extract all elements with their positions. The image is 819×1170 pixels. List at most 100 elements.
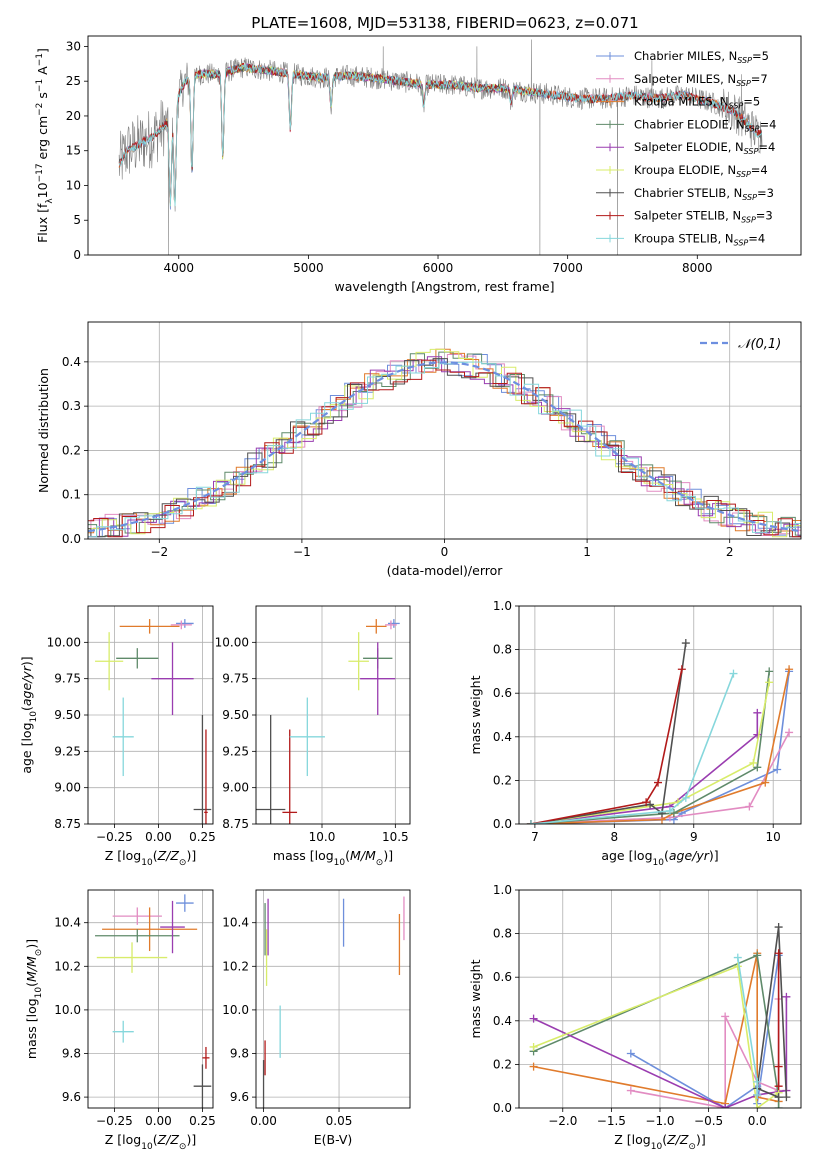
mass-vs-ebv-panel: 0.00 0.05 9.6 9.8 10.0 10.2 10.4 E(B-V): [222, 889, 411, 1147]
x-tick-label: 0.00: [145, 830, 172, 844]
data-point-chabrier-elodie: [765, 667, 774, 676]
y-tick-label: 9.75: [54, 672, 81, 686]
axis-label: Z [log10(Z/Z⊙)]: [105, 1132, 196, 1152]
legend-label: Chabrier ELODIE, NSSP=4: [634, 117, 776, 133]
y-tick-label: 9.6: [230, 1090, 249, 1104]
y-tick-label: 0.0: [493, 1101, 512, 1115]
data-point-chabrier-elodie: [774, 1104, 783, 1108]
y-tick-label: 10.0: [54, 1003, 81, 1017]
point-kroupa-stelib: [112, 697, 134, 777]
data-point-chabrier-stelib: [681, 639, 690, 648]
mass-vs-Z-panel: −0.25 0.00 0.25 9.6 9.8 10.0 10.2 10.4 Z [log10(…: [24, 889, 216, 1152]
point-chabrier-elodie: [95, 929, 180, 943]
data-point-kroupa-elodie: [733, 962, 742, 971]
residuals-legend: 𝒩(0,1): [700, 337, 781, 352]
y-tick-label: 9.25: [54, 744, 81, 758]
point-kroupa-stelib: [289, 697, 325, 777]
x-tick-label: −0.25: [96, 830, 133, 844]
data-point-kroupa-stelib: [665, 806, 674, 815]
y-tick-label: 9.25: [222, 744, 249, 758]
y-tick-label: 9.6: [62, 1090, 81, 1104]
axes-frame: [87, 321, 802, 540]
x-tick-label: 0.00: [145, 1114, 172, 1128]
data-point-kroupa-miles: [785, 665, 794, 674]
y-tick-label: 20: [66, 109, 81, 123]
data-point-salpeter-elodie: [529, 1014, 538, 1023]
x-tick-label: 7: [531, 830, 539, 844]
data-point-kroupa-stelib: [681, 793, 690, 802]
point-chabrier-stelib: [256, 715, 286, 824]
legend-label: Salpeter ELODIE, NSSP=4: [634, 140, 775, 156]
age-vs-mass-panel: 10.0 10.5 8.75 9.00 9.25 9.50 9.75 10.00 mass [l…: [215, 605, 411, 868]
mass-vs-ebv-plot-area: [256, 890, 410, 1108]
x-tick-label: 0.00: [250, 1114, 277, 1128]
y-tick-label: 0.2: [62, 443, 81, 457]
x-tick-label: 10: [766, 830, 781, 844]
data-point-kroupa-elodie: [753, 1104, 762, 1108]
series-line-salpeter-miles: [530, 732, 790, 824]
legend-label: Chabrier MILES, NSSP=5: [634, 49, 769, 65]
data-point-chabrier-stelib: [782, 1093, 791, 1102]
y-tick-label: 0.4: [62, 355, 81, 369]
residuals-panel: −2 −1 0 1 2 0.0 0.1 0.2 0.3 0.4 (data-model)/error…: [36, 321, 802, 578]
y-tick-label: 5: [73, 213, 81, 227]
weight-vs-Z-plot-area: [519, 890, 801, 1108]
series-line-kroupa-elodie: [530, 682, 770, 824]
series-line-chabrier-miles: [530, 671, 790, 824]
axis-label: age [log10(age/yr)]: [601, 848, 718, 868]
x-tick-label: 0.05: [326, 1114, 353, 1128]
data-point-chabrier-miles: [773, 765, 782, 774]
data-point-kroupa-elodie: [749, 758, 758, 767]
data-point-kroupa-elodie: [529, 1042, 538, 1051]
y-tick-label: 0.0: [62, 532, 81, 546]
y-tick-label: 10.00: [215, 635, 249, 649]
axes-frame: [87, 605, 214, 825]
x-tick-label: 8: [611, 830, 619, 844]
axis-label: mass [log10(M/M⊙)]: [273, 848, 393, 868]
x-tick-label: 1: [583, 545, 591, 559]
legend-entry-chabrier-elodie: Chabrier ELODIE, NSSP=4: [596, 117, 776, 133]
spectrum-plot-area: [118, 39, 763, 255]
point-salpeter-elodie: [160, 900, 185, 954]
data-point-salpeter-miles: [745, 802, 754, 811]
series-line-chabrier-elodie: [530, 671, 770, 824]
histogram-chabrier-stelib: [88, 358, 801, 538]
axis-label: mass [log10(M/M⊙)]: [24, 939, 44, 1059]
y-tick-label: 9.00: [222, 781, 249, 795]
point-salpeter-elodie: [151, 642, 194, 715]
point-salpeter-miles: [112, 907, 162, 925]
data-point-salpeter-stelib: [774, 1082, 783, 1091]
point-kroupa-elodie: [95, 632, 124, 691]
y-tick-label: 10.2: [54, 959, 81, 973]
series-line-kroupa-stelib: [530, 673, 735, 824]
y-tick-label: 0.1: [62, 488, 81, 502]
data-point-kroupa-stelib: [733, 953, 742, 962]
y-tick-label: 0.6: [493, 686, 512, 700]
series-line-salpeter-elodie: [530, 712, 759, 824]
point-chabrier-miles: [176, 619, 194, 628]
y-tick-label: 10.2: [222, 959, 249, 973]
y-tick-label: 30: [66, 39, 81, 53]
data-point-chabrier-miles: [626, 1049, 635, 1058]
data-point-chabrier-stelib: [657, 809, 666, 818]
y-tick-label: 0.8: [493, 643, 512, 657]
x-tick-label: 10.0: [309, 830, 336, 844]
x-tick-label: 0.0: [748, 1114, 767, 1128]
x-tick-label: −1: [293, 545, 311, 559]
x-tick-label: 10.5: [382, 830, 409, 844]
point-chabrier-stelib: [193, 1064, 212, 1108]
axis-label: Z [log10(Z/Z⊙)]: [614, 1132, 705, 1152]
point-kroupa-elodie: [348, 632, 369, 691]
residuals-plot-area: [88, 322, 801, 539]
data-point-kroupa-stelib: [526, 820, 535, 824]
x-tick-label: 9: [690, 830, 698, 844]
y-tick-label: 0.2: [493, 1057, 512, 1071]
histogram-kroupa-miles: [88, 348, 801, 534]
x-axis-label: wavelength [Angstrom, rest frame]: [334, 279, 554, 294]
y-tick-label: 10: [66, 178, 81, 192]
y-tick-label: 15: [66, 144, 81, 158]
spectrum-panel: 4000 5000 6000 7000 8000 0 5 10 15 20 25 30 waveleng…: [35, 35, 802, 294]
series-line-kroupa-elodie: [533, 965, 780, 1108]
point-salpeter-stelib: [202, 1046, 210, 1069]
y-tick-label: 9.50: [222, 708, 249, 722]
